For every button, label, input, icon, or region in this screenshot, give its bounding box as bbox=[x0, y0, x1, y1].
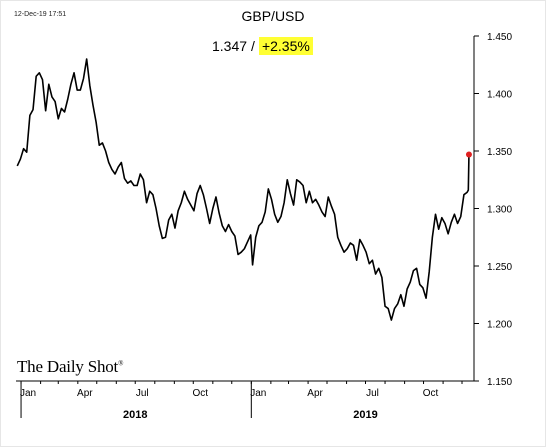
year-label: 2018 bbox=[123, 409, 147, 421]
y-tick-label: 1.350 bbox=[487, 147, 512, 158]
timestamp: 12-Dec-19 17:51 bbox=[14, 11, 67, 18]
y-tick-label: 1.450 bbox=[487, 32, 512, 43]
value-separator: / bbox=[251, 38, 255, 54]
y-tick-label: 1.150 bbox=[487, 377, 512, 388]
x-tick-label: Jan bbox=[250, 388, 266, 399]
y-tick-label: 1.250 bbox=[487, 262, 512, 273]
y-tick-label: 1.200 bbox=[487, 320, 512, 331]
last-point-marker bbox=[465, 151, 472, 158]
value-summary: 1.347/+2.35% bbox=[212, 36, 313, 56]
x-tick-label: Jul bbox=[366, 388, 379, 399]
source-text: The Daily Shot bbox=[17, 357, 119, 376]
source-logo: The Daily Shot® bbox=[17, 357, 123, 377]
last-value: 1.347 bbox=[212, 38, 248, 54]
x-tick-label: Apr bbox=[77, 388, 93, 399]
x-tick-label: Jul bbox=[136, 388, 149, 399]
chart-title: GBP/USD bbox=[241, 8, 305, 24]
registered-mark: ® bbox=[118, 359, 124, 368]
x-tick-label: Oct bbox=[423, 388, 439, 399]
series-line bbox=[16, 58, 470, 321]
y-tick-label: 1.400 bbox=[487, 90, 512, 101]
x-tick-label: Apr bbox=[307, 388, 323, 399]
x-tick-label: Jan bbox=[20, 388, 36, 399]
year-label: 2019 bbox=[353, 409, 377, 421]
x-tick-label: Oct bbox=[192, 388, 208, 399]
change-badge: +2.35% bbox=[258, 37, 313, 55]
y-tick-label: 1.300 bbox=[487, 205, 512, 216]
